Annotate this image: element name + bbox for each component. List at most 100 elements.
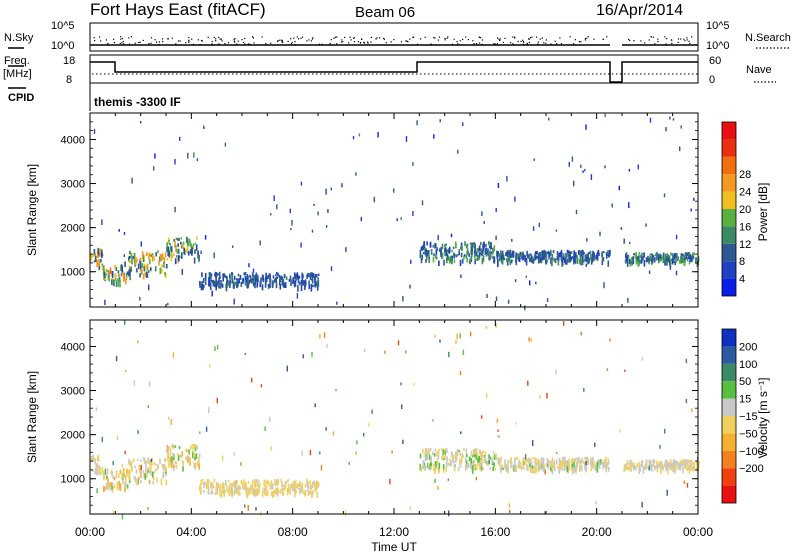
- range-gate-cell: [636, 462, 638, 466]
- nsky-dot: [100, 40, 102, 42]
- range-gate-cell: [143, 266, 146, 272]
- range-gate-cell: [280, 478, 283, 483]
- range-gate-cell: [251, 272, 254, 277]
- nsky-dot: [156, 41, 158, 43]
- range-gate-cell: [409, 284, 411, 289]
- range-gate-cell: [587, 259, 589, 265]
- range-gate-cell: [522, 251, 524, 257]
- range-gate-cell: [674, 464, 676, 470]
- range-gate-cell: [424, 454, 427, 462]
- range-gate-cell: [110, 469, 113, 475]
- range-gate-cell: [582, 460, 585, 465]
- range-gate-cell: [195, 244, 198, 251]
- nsky-dot: [510, 42, 512, 44]
- nsky-dot: [120, 36, 122, 38]
- nsky-dot: [666, 38, 668, 40]
- range-gate-cell: [125, 276, 128, 281]
- range-gate-cell: [481, 458, 483, 466]
- range-gate-cell: [294, 481, 296, 488]
- range-gate-cell: [465, 465, 467, 469]
- range-gate-cell: [145, 460, 147, 468]
- range-gate-cell: [162, 464, 165, 469]
- range-gate-cell: [313, 480, 316, 485]
- range-gate-cell: [313, 203, 315, 206]
- range-gate-cell: [513, 458, 516, 464]
- range-gate-cell: [299, 489, 301, 493]
- range-gate-cell: [527, 380, 529, 386]
- nsky-dot: [587, 36, 589, 38]
- range-gate-cell: [474, 250, 476, 257]
- range-gate-cell: [568, 461, 570, 465]
- range-gate-cell: [660, 467, 662, 475]
- range-gate-cell: [455, 340, 457, 344]
- range-gate-cell: [624, 369, 626, 372]
- range-gate-cell: [165, 473, 167, 476]
- range-gate-cell: [314, 483, 316, 488]
- range-gate-cell: [236, 487, 238, 494]
- range-gate-cell: [672, 467, 674, 473]
- range-gate-cell: [146, 471, 148, 478]
- nsky-dot: [353, 41, 356, 43]
- range-gate-cell: [527, 466, 529, 472]
- range-gate-cell: [147, 405, 149, 409]
- range-gate-cell: [443, 457, 445, 461]
- range-gate-cell: [285, 276, 288, 280]
- range-gate-cell: [467, 251, 470, 256]
- nsky-dot: [330, 39, 332, 41]
- range-gate-cell: [514, 463, 516, 469]
- range-gate-cell: [555, 459, 558, 465]
- range-gate-cell: [160, 254, 163, 261]
- nsky-dot: [236, 43, 238, 45]
- range-gate-cell: [103, 474, 105, 480]
- range-gate-cell: [671, 258, 674, 265]
- range-gate-cell: [103, 268, 106, 272]
- range-gate-cell: [296, 293, 299, 299]
- range-gate-cell: [311, 352, 313, 358]
- range-gate-cell: [250, 486, 252, 489]
- range-gate-cell: [524, 305, 526, 311]
- range-gate-cell: [546, 458, 549, 464]
- range-gate-cell: [133, 380, 136, 386]
- range-gate-cell: [451, 456, 454, 461]
- range-gate-cell: [556, 251, 559, 255]
- range-gate-cell: [564, 456, 566, 463]
- range-gate-cell: [170, 254, 173, 262]
- range-gate-cell: [275, 487, 277, 491]
- range-gate-cell: [111, 486, 114, 493]
- range-gate-cell: [638, 467, 641, 474]
- range-gate-cell: [377, 132, 379, 138]
- range-gate-cell: [672, 118, 675, 121]
- range-gate-cell: [492, 255, 494, 259]
- range-gate-cell: [697, 461, 700, 464]
- nsky-dot: [512, 43, 514, 45]
- range-gate-cell: [123, 274, 125, 279]
- colorbar-tick-label: 4: [739, 274, 745, 286]
- range-gate-cell: [171, 255, 174, 258]
- range-gate-cell: [173, 465, 175, 468]
- range-gate-cell: [437, 234, 439, 241]
- range-gate-cell: [675, 252, 677, 258]
- range-gate-cell: [156, 477, 158, 483]
- range-gate-cell: [174, 445, 176, 448]
- range-gate-cell: [237, 273, 240, 277]
- range-gate-cell: [511, 250, 514, 256]
- range-gate-cell: [666, 466, 668, 472]
- nsky-dot: [531, 36, 533, 38]
- range-gate-cell: [273, 195, 275, 202]
- nsky-dot: [188, 39, 190, 41]
- nsky-dot: [99, 36, 101, 38]
- nsky-dot: [130, 36, 132, 38]
- range-gate-cell: [139, 269, 142, 272]
- range-gate-cell: [631, 260, 633, 266]
- nsky-dot: [586, 37, 588, 39]
- range-gate-cell: [163, 262, 165, 268]
- nsky-dot: [541, 37, 543, 39]
- range-gate-cell: [513, 464, 515, 472]
- nsky-dot: [462, 38, 464, 41]
- range-gate-cell: [466, 248, 469, 252]
- range-gate-cell: [298, 276, 301, 279]
- range-gate-cell: [551, 457, 554, 461]
- range-gate-cell: [533, 158, 535, 161]
- range-gate-cell: [211, 491, 214, 494]
- range-gate-cell: [469, 331, 472, 337]
